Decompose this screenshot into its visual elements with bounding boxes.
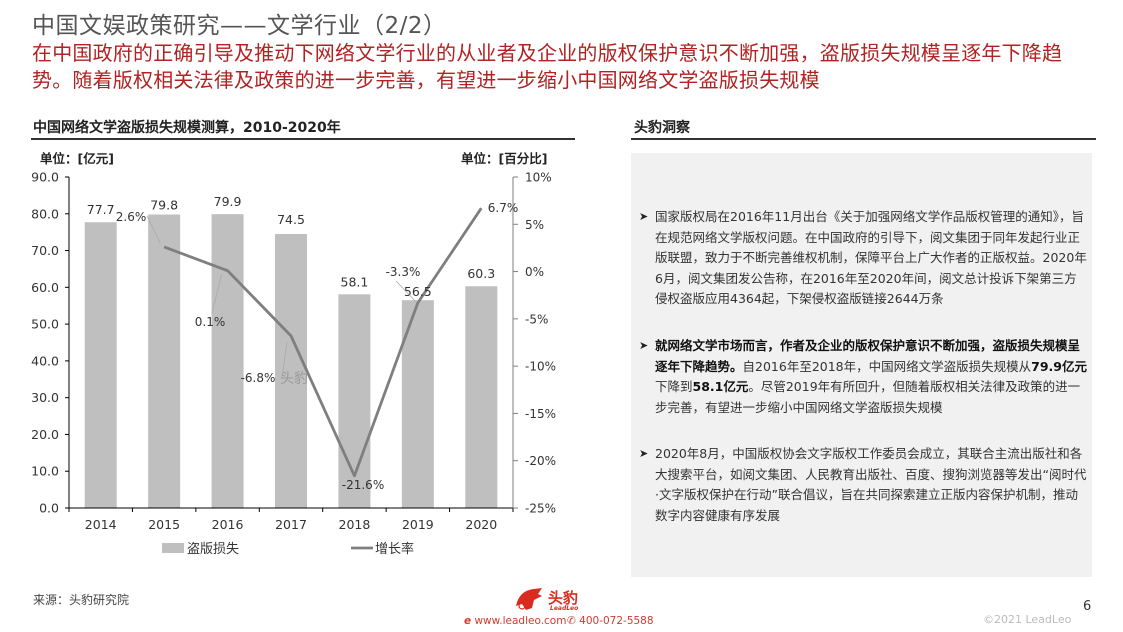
right-axis-tick: -25% <box>525 502 556 516</box>
chart-axes: 0.0 10.0 20.0 30.0 40.0 50.0 60.0 70.0 80.0 90.0 2… <box>31 170 556 533</box>
bar-value-label: 77.7 <box>87 202 115 217</box>
bullet-arrow-icon: ➤ <box>639 447 649 460</box>
insight-title-divider <box>631 138 1096 140</box>
growth-value-label: 6.7% <box>488 201 519 215</box>
growth-value-label: -6.8% <box>241 371 276 385</box>
insight-bullet-text: 国家版权局在2016年11月出台《关于加强网络文学作品版权管理的通知》，旨在规范… <box>655 209 1087 306</box>
insight-bold-lead: 就网络文学市场而言，作者及企业的版权保护意识不断加强，盗版损失规模呈逐年下降趋势… <box>655 338 1081 374</box>
right-axis-tick: 10% <box>525 171 552 185</box>
growth-value-label: 2.6% <box>116 210 147 224</box>
website-link[interactable]: e www.leadleo.com <box>464 615 567 627</box>
left-axis-tick: 40.0 <box>31 353 59 368</box>
bullet-arrow-icon: ➤ <box>639 339 649 352</box>
source-note: 来源：头豹研究院 <box>33 593 130 607</box>
left-axis-tick: 50.0 <box>31 317 59 332</box>
leadleo-logo[interactable]: 头豹 LeadLeo <box>514 586 604 612</box>
legend-line-label: 增长率 <box>375 541 414 557</box>
logo-cn-text: 头豹 <box>548 589 579 607</box>
chart-title-divider <box>31 138 575 140</box>
x-axis-tick: 2018 <box>339 517 371 532</box>
left-axis-tick: 0.0 <box>39 501 59 516</box>
growth-value-label: 0.1% <box>195 315 226 329</box>
bar-series <box>84 214 498 508</box>
bar-value-label: 58.1 <box>341 274 369 289</box>
insight-bullet-text: 2020年8月，中国版权协会文字版权工作委员会成立，其联合主流出版社和各大搜索平… <box>655 446 1087 523</box>
bullet-arrow-icon: ➤ <box>639 210 649 223</box>
logo-en-text: LeadLeo <box>550 605 579 612</box>
right-axis-tick: -10% <box>525 360 556 374</box>
growth-value-label: -3.3% <box>386 265 421 279</box>
insight-bullet-3: ➤ 2020年8月，中国版权协会文字版权工作委员会成立，其联合主流出版社和各大搜… <box>639 444 1087 526</box>
chart-title: 中国网络文学盗版损失规模测算，2010-2020年 <box>33 120 341 136</box>
growth-value-label: -21.6% <box>342 478 384 492</box>
bar-2016 <box>211 214 244 508</box>
bar-value-label: 56.5 <box>404 284 432 299</box>
bar-2015 <box>148 214 181 508</box>
bar-value-label: 74.5 <box>277 212 305 227</box>
insight-bullet-2: ➤ 就网络文学市场而言，作者及企业的版权保护意识不断加强，盗版损失规模呈逐年下降… <box>639 338 1087 415</box>
bar-2017 <box>275 234 307 508</box>
chart-legend: 盗版损失 增长率 <box>162 541 414 557</box>
page-number: 6 <box>1083 599 1092 614</box>
bar-value-label: 79.8 <box>150 198 178 213</box>
phone-contact: ✆ 400-072-5588 <box>567 615 654 627</box>
watermark: 头豹 <box>280 371 308 387</box>
data-labels: 77.7 79.8 79.9 74.5 58.1 56.5 60.3 2.6% 0.1% -6.8… <box>87 194 518 492</box>
left-axis-unit: 单位：[亿元] <box>40 151 114 166</box>
left-axis-tick: 30.0 <box>31 390 59 405</box>
left-axis-tick: 10.0 <box>31 464 59 479</box>
x-axis-tick: 2014 <box>85 517 117 532</box>
copyright: ©2021 LeadLeo <box>983 613 1072 626</box>
right-axis-tick: -5% <box>525 312 548 326</box>
web-e-icon: e <box>464 615 472 627</box>
growth-line-series <box>163 207 483 478</box>
leopard-logo-icon <box>516 588 542 610</box>
right-axis-tick: 5% <box>525 218 544 232</box>
x-axis-tick: 2016 <box>212 517 244 532</box>
bar-2014 <box>84 222 117 508</box>
insight-panel: ➤ 国家版权局在2016年11月出台《关于加强网络文学作品版权管理的通知》，旨在… <box>631 153 1092 577</box>
right-axis-tick: -20% <box>525 454 556 468</box>
left-axis-tick: 80.0 <box>31 206 59 221</box>
right-axis-tick: -15% <box>525 407 556 421</box>
page-title: 中国文娱政策研究——文学行业（2/2） <box>32 13 447 39</box>
piracy-loss-chart: 0.0 10.0 20.0 30.0 40.0 50.0 60.0 70.0 80.0 90.0 2… <box>31 170 556 558</box>
bar-2020 <box>465 286 498 508</box>
bar-value-label: 79.9 <box>214 194 242 209</box>
right-axis-tick: 0% <box>525 265 544 279</box>
left-axis-tick: 20.0 <box>31 427 59 442</box>
bar-value-label: 60.3 <box>467 266 495 281</box>
legend-bar-label: 盗版损失 <box>187 541 239 557</box>
x-axis-tick: 2019 <box>402 517 434 532</box>
left-axis-tick: 60.0 <box>31 280 59 295</box>
left-axis-tick: 70.0 <box>31 243 59 258</box>
right-axis-unit: 单位：[百分比] <box>461 151 548 166</box>
insight-title: 头豹洞察 <box>634 120 690 136</box>
x-axis-tick: 2017 <box>275 517 307 532</box>
page-subtitle: 在中国政府的正确引导及推动下网络文学行业的从业者及企业的版权保护意识不断加强，盗… <box>32 41 1063 92</box>
x-axis-tick: 2015 <box>148 517 180 532</box>
phone-icon: ✆ <box>567 615 576 627</box>
x-axis-tick: 2020 <box>465 517 497 532</box>
insight-bullet-1: ➤ 国家版权局在2016年11月出台《关于加强网络文学作品版权管理的通知》，旨在… <box>639 207 1087 310</box>
left-axis-tick: 90.0 <box>31 170 59 185</box>
growth-rate-line <box>163 207 483 478</box>
